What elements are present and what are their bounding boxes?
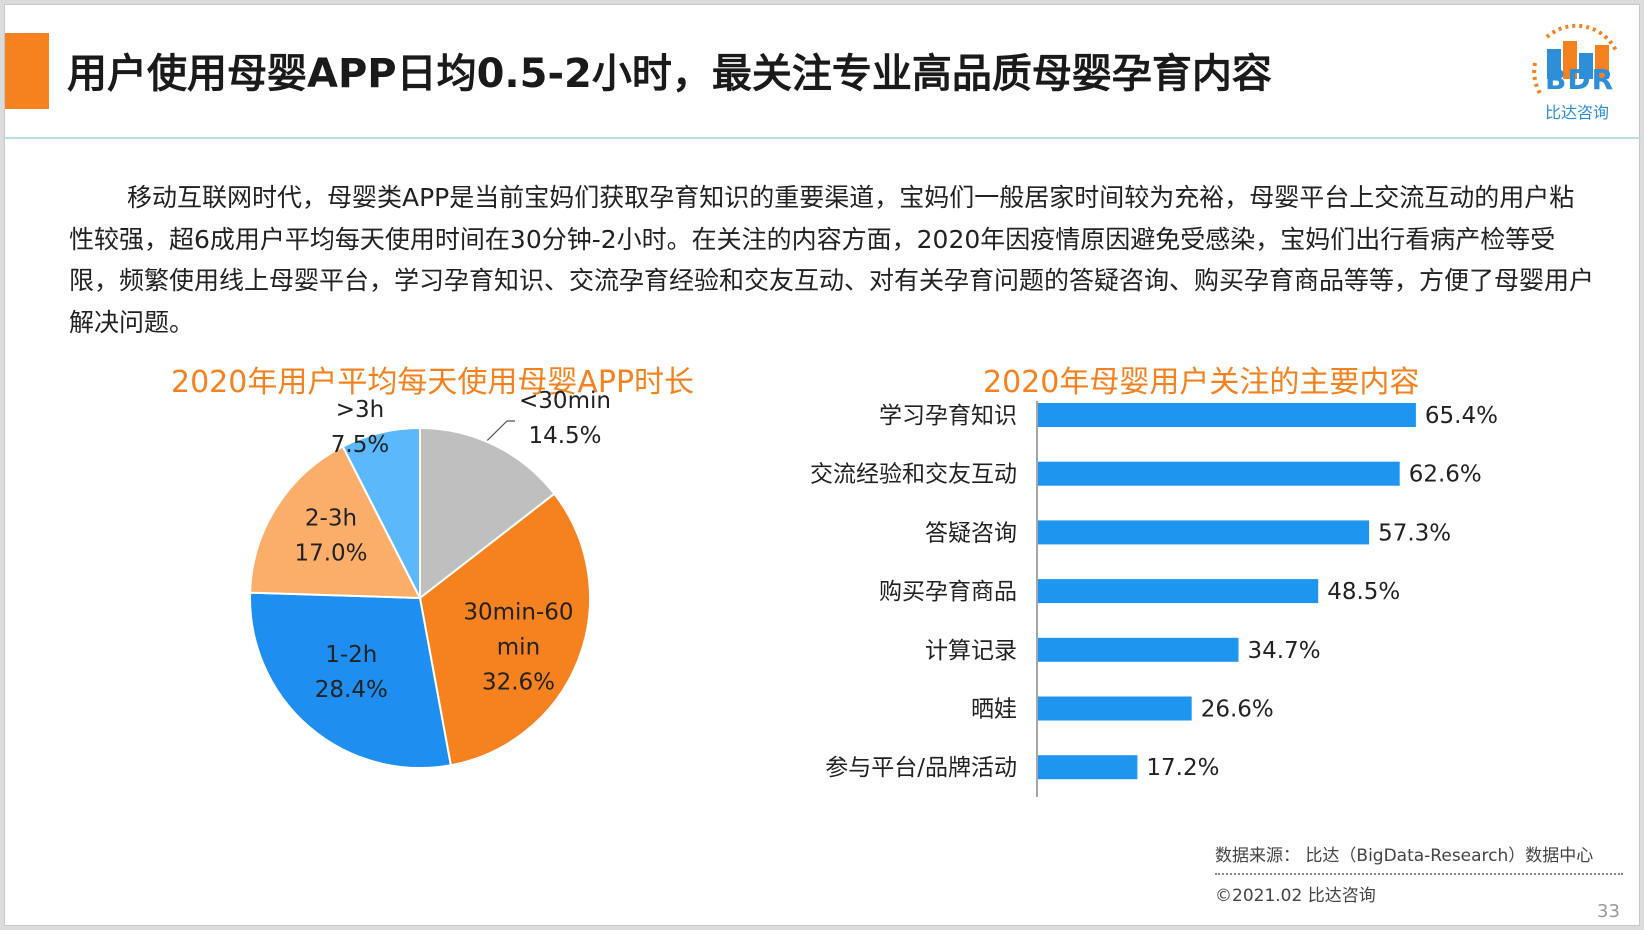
title-accent-bar: [5, 33, 49, 109]
bar-category-label: 答疑咨询: [925, 520, 1017, 546]
copyright: ©2021.02 比达咨询: [1215, 886, 1376, 906]
bar: [1038, 696, 1192, 721]
bar-chart-title: 2020年母婴用户关注的主要内容: [983, 365, 1420, 400]
title-divider: [5, 137, 1641, 139]
logo-text: BDR: [1545, 63, 1615, 96]
bar-category-label: 交流经验和交友互动: [810, 462, 1017, 488]
bar-category-label: 参与平台/品牌活动: [825, 755, 1017, 781]
pie-chart-title: 2020年用户平均每天使用母婴APP时长: [171, 365, 695, 400]
bdr-logo-icon: [1532, 23, 1619, 97]
pie-slice: [249, 591, 452, 769]
logo-subtitle: 比达咨询: [1545, 103, 1610, 122]
bar-value-label: 17.2%: [1146, 755, 1219, 781]
pie-slice: [419, 426, 556, 601]
page-number: 33: [1597, 901, 1620, 922]
pie-slice-label: 2-3h 17.0%: [294, 506, 367, 567]
bar: [1038, 403, 1416, 427]
bar: [1038, 579, 1319, 604]
intro-paragraph: 移动互联网时代，母婴类APP是当前宝妈们获取孕育知识的重要渠道，宝妈们一般居家时…: [69, 183, 1595, 337]
pie-slice: [249, 445, 422, 600]
bar: [1038, 520, 1370, 545]
data-source: 数据来源： 比达（BigData-Research）数据中心: [1215, 846, 1594, 866]
bar-value-label: 26.6%: [1201, 697, 1274, 723]
bar: [1038, 637, 1239, 662]
pie-slice-label: >3h 7.5%: [331, 397, 389, 458]
pie-slice-label: <30min 14.5%: [519, 388, 611, 449]
bar-value-label: 48.5%: [1327, 579, 1400, 605]
bar-category-label: 购买孕育商品: [879, 579, 1017, 605]
bar: [1038, 755, 1138, 780]
bar-value-label: 62.6%: [1409, 462, 1482, 488]
footer-divider: [1215, 873, 1623, 875]
bar-category-label: 学习孕育知识: [879, 403, 1017, 429]
pie-slice: [341, 426, 421, 599]
pie-slice-label: 30min-60 min 32.6%: [463, 600, 573, 696]
pie-slice-label: 1-2h 28.4%: [315, 642, 388, 703]
pie-leader-line: [486, 420, 515, 441]
bar-value-label: 34.7%: [1247, 638, 1320, 664]
bar-category-label: 晒娃: [971, 697, 1017, 723]
bar-value-label: 57.3%: [1378, 520, 1451, 546]
page-title: 用户使用母婴APP日均0.5-2小时，最关注专业高品质母婴孕育内容: [67, 51, 1272, 97]
bar-value-label: 65.4%: [1425, 403, 1498, 429]
pie-slice: [418, 492, 591, 767]
slide: 用户使用母婴APP日均0.5-2小时，最关注专业高品质母婴孕育内容 BDR 比达…: [4, 4, 1641, 926]
usage-duration-pie-chart: <30min 14.5% 30min-60 min 32.6% 1-2h 28.4% 2-3h…: [249, 388, 611, 769]
content-focus-bar-chart: 学习孕育知识 65.4% 交流经验和交友互动 62.6% 答疑咨询 57.3% 购买孕育商品…: [810, 401, 1498, 797]
bar: [1038, 461, 1400, 486]
bar-category-label: 计算记录: [925, 638, 1017, 664]
